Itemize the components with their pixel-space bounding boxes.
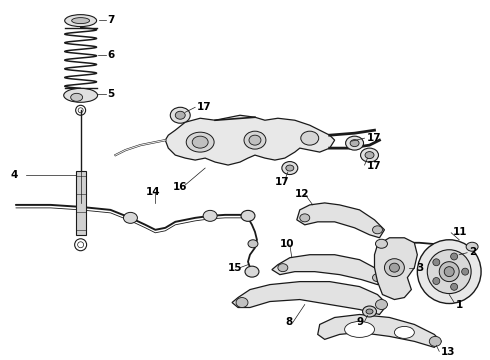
Ellipse shape — [249, 135, 261, 145]
Ellipse shape — [64, 88, 98, 102]
Circle shape — [433, 259, 440, 266]
Polygon shape — [165, 115, 335, 165]
Circle shape — [444, 267, 454, 276]
Text: 17: 17 — [275, 177, 290, 187]
Ellipse shape — [466, 242, 478, 251]
Text: 1: 1 — [456, 300, 464, 310]
Text: 13: 13 — [441, 347, 456, 357]
Polygon shape — [318, 315, 441, 347]
Ellipse shape — [72, 18, 90, 24]
Circle shape — [451, 283, 458, 290]
Ellipse shape — [394, 327, 415, 338]
Ellipse shape — [241, 210, 255, 221]
Ellipse shape — [365, 152, 374, 159]
Ellipse shape — [282, 162, 298, 175]
Text: 11: 11 — [453, 227, 467, 237]
Text: 14: 14 — [146, 187, 160, 197]
Ellipse shape — [71, 93, 83, 101]
Ellipse shape — [65, 15, 97, 27]
Text: 9: 9 — [357, 318, 364, 328]
Ellipse shape — [175, 111, 185, 119]
Ellipse shape — [390, 263, 399, 272]
Ellipse shape — [372, 226, 383, 234]
Ellipse shape — [375, 300, 388, 310]
Ellipse shape — [171, 107, 190, 123]
Ellipse shape — [286, 165, 294, 171]
Text: 17: 17 — [367, 133, 381, 143]
Text: 16: 16 — [173, 182, 188, 192]
Circle shape — [451, 253, 458, 260]
Ellipse shape — [429, 336, 441, 346]
Ellipse shape — [236, 298, 248, 307]
Text: 2: 2 — [469, 247, 476, 257]
Ellipse shape — [192, 136, 208, 148]
Polygon shape — [232, 282, 388, 315]
Ellipse shape — [203, 210, 217, 221]
Circle shape — [417, 240, 481, 303]
Text: 4: 4 — [11, 170, 18, 180]
Text: 3: 3 — [416, 263, 423, 273]
Bar — [75, 171, 86, 235]
Text: 12: 12 — [295, 189, 309, 199]
Ellipse shape — [123, 212, 137, 223]
Ellipse shape — [363, 306, 376, 317]
Text: 8: 8 — [286, 318, 293, 328]
Ellipse shape — [385, 259, 404, 276]
Text: 7: 7 — [107, 15, 115, 24]
Circle shape — [433, 278, 440, 284]
Text: 15: 15 — [228, 263, 243, 273]
Circle shape — [427, 250, 471, 293]
Ellipse shape — [350, 140, 359, 147]
Text: 5: 5 — [107, 89, 115, 99]
Ellipse shape — [375, 239, 388, 248]
Polygon shape — [297, 203, 385, 238]
Ellipse shape — [248, 240, 258, 248]
Ellipse shape — [361, 148, 378, 162]
Polygon shape — [272, 255, 385, 285]
Ellipse shape — [345, 136, 364, 150]
Ellipse shape — [244, 131, 266, 149]
Circle shape — [439, 262, 459, 282]
Ellipse shape — [301, 131, 318, 145]
Text: 6: 6 — [107, 50, 115, 60]
Text: 17: 17 — [197, 102, 212, 112]
Ellipse shape — [245, 266, 259, 277]
Ellipse shape — [344, 321, 374, 337]
Ellipse shape — [278, 264, 288, 272]
Polygon shape — [374, 238, 417, 300]
Ellipse shape — [300, 214, 310, 222]
Text: 17: 17 — [367, 161, 381, 171]
Ellipse shape — [372, 274, 383, 282]
Text: 10: 10 — [280, 239, 294, 249]
Ellipse shape — [366, 309, 373, 314]
Ellipse shape — [186, 132, 214, 152]
Circle shape — [462, 268, 468, 275]
